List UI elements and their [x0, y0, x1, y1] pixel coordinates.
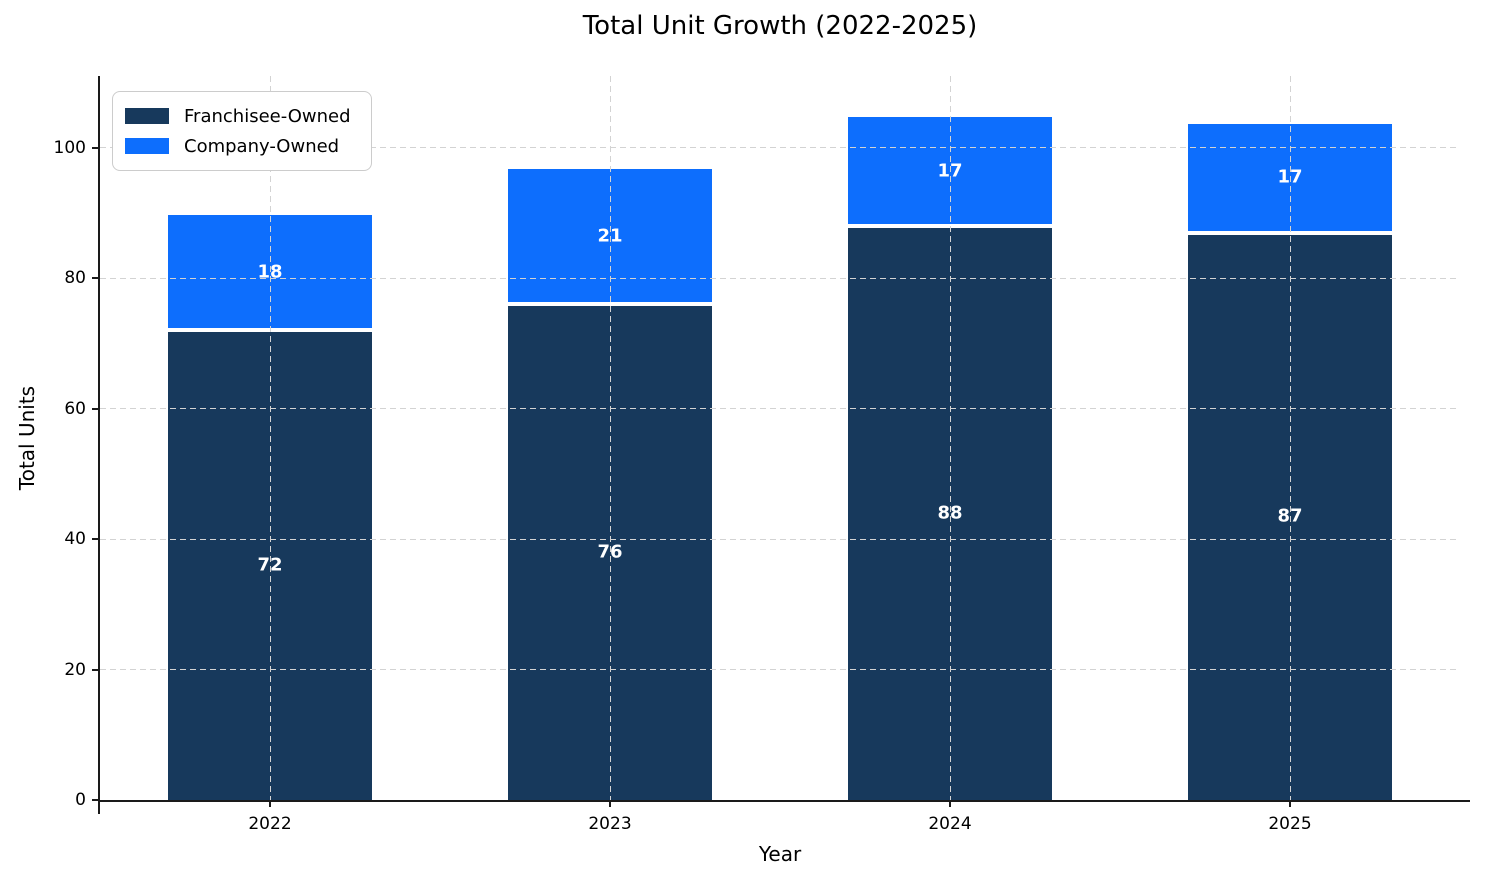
x-tick-label: 2025 [1268, 814, 1312, 834]
gridline-horizontal [100, 669, 1460, 671]
x-tick-label: 2022 [248, 814, 292, 834]
gridline-horizontal [100, 277, 1460, 279]
bar-value-label: 88 [937, 502, 963, 524]
y-tick-label: 80 [64, 268, 86, 289]
bar-value-label: 17 [937, 160, 963, 182]
y-axis-spine [98, 76, 100, 815]
bar-value-label: 18 [257, 261, 283, 283]
y-tick-label: 100 [53, 137, 86, 158]
gridline-vertical [269, 76, 271, 800]
gridline-horizontal [100, 538, 1460, 540]
x-tick-mark [269, 800, 271, 807]
legend-row: Company-Owned [125, 131, 351, 161]
y-tick-mark [92, 277, 99, 280]
gridline-horizontal [100, 147, 1460, 149]
bar-value-label: 72 [257, 554, 283, 576]
y-tick-mark [92, 538, 99, 541]
y-tick-label: 20 [64, 659, 86, 680]
legend-swatch-company-owned [125, 138, 169, 154]
gridline-vertical [949, 76, 951, 800]
x-axis-label: Year [758, 842, 802, 866]
gridline-vertical [609, 76, 611, 800]
bar-value-label: 21 [597, 225, 623, 247]
y-tick-label: 0 [75, 790, 86, 810]
chart-title: Total Unit Growth (2022-2025) [582, 11, 978, 41]
legend-swatch-franchisee-owned [125, 108, 169, 124]
y-tick-mark [92, 146, 99, 149]
x-tick-mark [609, 800, 611, 807]
y-tick-mark [92, 799, 99, 801]
legend: Franchisee-Owned Company-Owned [112, 91, 372, 171]
y-tick-label: 60 [64, 398, 86, 419]
y-tick-mark [92, 668, 99, 671]
bar-value-label: 76 [597, 541, 623, 563]
legend-label: Company-Owned [184, 135, 340, 157]
x-tick-mark [949, 800, 951, 807]
gridline-vertical [1289, 76, 1291, 800]
x-axis-spine [98, 800, 1470, 802]
plot-area: 72 18 76 21 88 17 87 17 [98, 76, 1470, 815]
bar-value-label: 87 [1277, 505, 1303, 527]
x-tick-mark [1289, 800, 1291, 807]
x-tick-label: 2024 [928, 814, 972, 834]
y-tick-label: 40 [64, 529, 86, 550]
bar-value-label: 17 [1277, 166, 1303, 188]
y-tick-mark [92, 407, 99, 410]
gridline-horizontal [100, 408, 1460, 410]
x-tick-label: 2023 [588, 814, 632, 834]
legend-row: Franchisee-Owned [125, 101, 351, 131]
legend-label: Franchisee-Owned [184, 105, 351, 127]
